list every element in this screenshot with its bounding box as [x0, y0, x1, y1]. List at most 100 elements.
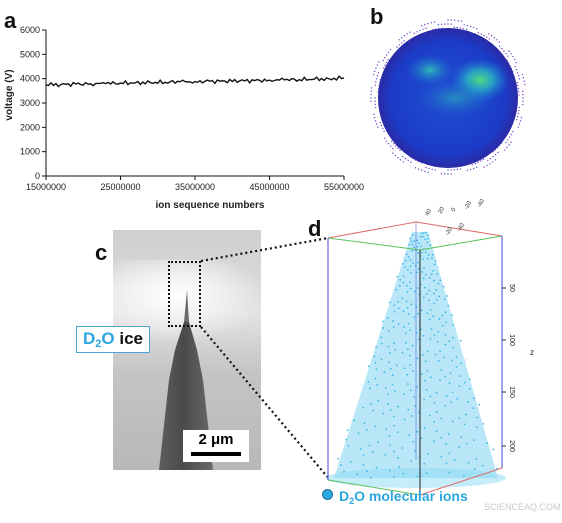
- detector-hit-dot: [472, 26, 475, 29]
- ion-dot: [409, 363, 412, 366]
- region-of-interest-box: [168, 261, 201, 327]
- ion-dot: [470, 420, 473, 422]
- ion-dot: [428, 318, 431, 321]
- ion-dot: [409, 259, 412, 261]
- ion-dot: [417, 252, 419, 255]
- ion-dot: [404, 266, 407, 268]
- ion-dot: [444, 423, 447, 426]
- ion-dot: [468, 388, 471, 390]
- detector-hit-dot: [517, 75, 520, 77]
- ion-dot: [428, 250, 431, 253]
- detector-hit-dot: [425, 27, 427, 30]
- y-tick-label: 2000: [20, 122, 40, 132]
- ion-dot: [413, 246, 415, 249]
- detector-hit-dot: [377, 71, 380, 74]
- ion-dot: [472, 397, 475, 400]
- ion-dot: [442, 356, 445, 359]
- ion-dot: [455, 333, 458, 336]
- ion-dot: [413, 316, 416, 319]
- ion-dot: [397, 323, 400, 325]
- detector-hit-dot: [516, 115, 519, 118]
- ion-dot: [410, 294, 413, 296]
- top-tick-label: 0: [451, 207, 458, 213]
- ion-dot: [396, 396, 399, 399]
- detector-hit-dot: [483, 166, 485, 168]
- ion-dot: [416, 239, 419, 242]
- ion-dot: [417, 312, 419, 315]
- detector-hit-dot: [370, 97, 372, 99]
- ion-dot: [464, 359, 467, 361]
- detector-hit-dot: [503, 50, 505, 52]
- ion-dot: [430, 260, 432, 263]
- detector-hit-dot: [518, 109, 520, 112]
- ion-dot: [396, 456, 399, 459]
- ion-dot: [444, 404, 447, 407]
- ion-dot: [388, 361, 390, 364]
- d2o-ice-label: D2O ice: [76, 326, 150, 353]
- detector-hit-dot: [407, 159, 409, 162]
- ion-dot: [387, 393, 389, 396]
- detector-hit-dot: [489, 163, 491, 165]
- ion-dot: [345, 438, 348, 441]
- detector-hit-dot: [424, 170, 426, 173]
- ion-dot: [407, 408, 410, 411]
- detector-hit-dot: [515, 68, 518, 71]
- detector-hit-dot: [510, 133, 512, 136]
- detector-hit-dot: [523, 80, 525, 82]
- zoom-line-top: [200, 236, 329, 263]
- top-tick-label: 40: [425, 208, 434, 217]
- ion-dot: [473, 439, 475, 442]
- ion-dot: [374, 377, 377, 380]
- ion-dot: [444, 311, 447, 314]
- ion-dot: [412, 284, 415, 287]
- ion-dot: [420, 309, 423, 312]
- detector-hit-dot: [397, 147, 399, 149]
- ion-dot: [393, 304, 396, 307]
- ion-dot: [418, 233, 421, 235]
- ion-dot: [446, 295, 448, 297]
- top-tick-label: -40: [457, 222, 467, 233]
- ion-dot: [425, 231, 427, 234]
- ion-dot: [412, 237, 415, 239]
- detector-hit-dot: [420, 169, 423, 172]
- y-tick-label: 0: [35, 171, 40, 181]
- detector-hit-dot: [410, 161, 412, 163]
- ion-dot: [413, 290, 416, 293]
- top-tick-label: -20: [464, 200, 474, 211]
- detector-hit-dot: [496, 39, 498, 41]
- ion-dot: [444, 343, 447, 346]
- detector-hit-dot: [398, 44, 401, 46]
- detector-hit-dot: [437, 23, 440, 26]
- top-tick-label: -20: [445, 226, 455, 237]
- ion-dot: [421, 418, 424, 420]
- detector-hit-dot: [373, 116, 376, 119]
- ion-dot: [398, 466, 400, 469]
- panel-label-d: d: [308, 216, 322, 241]
- ion-dot: [423, 398, 426, 401]
- ion-dot: [486, 442, 488, 444]
- ion-dot: [377, 441, 380, 443]
- detector-hit-dot: [374, 120, 377, 122]
- ion-legend-dot: [322, 489, 333, 500]
- detector-hit-dot: [492, 161, 494, 163]
- ion-dot: [452, 346, 455, 349]
- detector-hit-dot: [447, 173, 449, 175]
- ion-dot: [346, 429, 349, 432]
- ion-dot: [398, 285, 401, 288]
- detector-hit-dot: [486, 164, 488, 167]
- ion-dot: [436, 272, 439, 275]
- detector-hit-dot: [389, 49, 392, 51]
- ion-dot: [394, 348, 397, 351]
- ion-dot: [424, 360, 427, 363]
- ion-dot: [392, 326, 395, 329]
- ion-dot: [356, 473, 359, 476]
- ion-dot: [386, 317, 389, 319]
- ion-dot: [461, 404, 464, 407]
- ion-dot: [453, 378, 456, 381]
- detector-hit-dot: [370, 87, 373, 89]
- ion-dot: [443, 298, 446, 301]
- ion-dot: [432, 269, 435, 272]
- detector-hit-dot: [383, 130, 385, 132]
- ion-dot: [439, 279, 442, 282]
- ion-dot: [412, 370, 414, 373]
